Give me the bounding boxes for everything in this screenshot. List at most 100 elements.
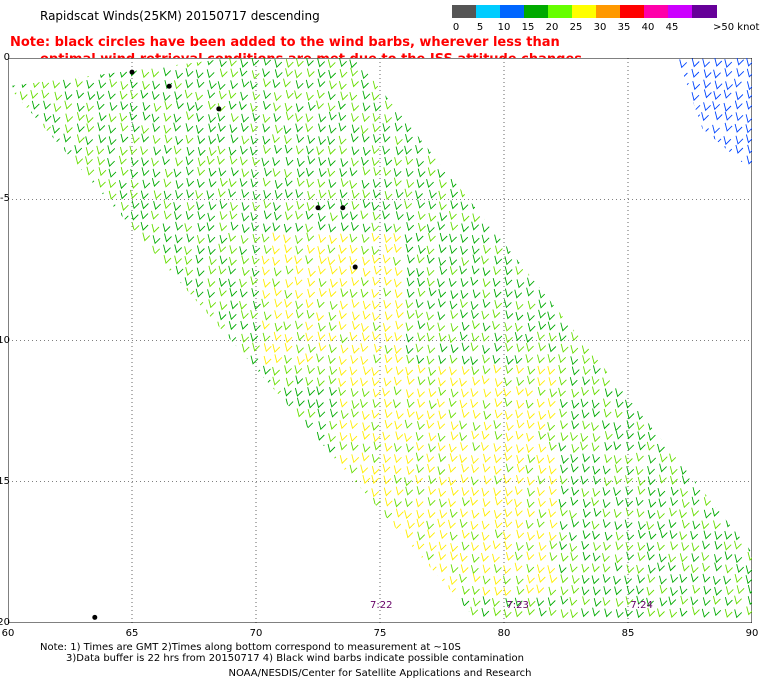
wind-barb: [426, 322, 435, 332]
wind-barb: [448, 463, 457, 473]
wind-barb: [570, 356, 579, 366]
wind-barb: [393, 278, 402, 288]
wind-barb: [426, 267, 435, 277]
wind-barb: [360, 288, 369, 298]
wind-barb: [438, 551, 447, 561]
wind-barb: [449, 256, 458, 266]
wind-barb: [373, 102, 382, 112]
wind-barb: [416, 442, 424, 452]
wind-barb: [459, 432, 468, 442]
wind-barb: [536, 564, 545, 574]
wind-barb: [494, 496, 503, 506]
wind-barb: [426, 355, 435, 365]
wind-barb: [592, 552, 601, 562]
wind-barb: [86, 123, 95, 133]
wind-barb: [736, 563, 745, 573]
wind-barb: [362, 422, 371, 432]
wind-barb: [670, 475, 678, 485]
wind-barb: [404, 123, 413, 133]
wind-barb: [295, 113, 303, 123]
wind-barb: [681, 499, 690, 509]
wind-barb: [53, 103, 62, 113]
wind-barb: [384, 100, 393, 110]
wind-barb: [306, 232, 315, 242]
wind-barb: [527, 531, 535, 541]
wind-barb: [580, 433, 589, 443]
wind-barb: [327, 59, 336, 69]
wind-barb: [251, 288, 260, 298]
wind-barb: [184, 89, 193, 99]
wind-barb: [448, 519, 456, 529]
wind-barb: [352, 321, 360, 331]
wind-barb: [615, 531, 624, 541]
wind-barb: [481, 430, 490, 440]
wind-barb: [294, 387, 303, 397]
wind-barb: [285, 156, 294, 166]
wind-barb: [712, 507, 720, 517]
wind-barb: [262, 114, 271, 124]
wind-barb: [206, 190, 215, 200]
wind-barb: [207, 100, 216, 110]
wind-barb: [263, 58, 272, 66]
wind-barb: [439, 498, 447, 508]
wind-barb: [294, 69, 303, 79]
wind-barb: [745, 575, 752, 585]
wind-barb: [274, 144, 282, 154]
wind-barb: [648, 530, 657, 540]
wind-barb: [504, 518, 513, 528]
wind-barb: [745, 114, 752, 124]
wind-barb: [284, 289, 293, 299]
wind-barb: [175, 265, 184, 275]
wind-barb: [384, 354, 393, 364]
wind-barb: [691, 58, 700, 68]
wind-barb: [394, 157, 402, 167]
wind-barb: [229, 58, 237, 67]
wind-barb: [470, 301, 479, 311]
wind-barb: [505, 422, 514, 432]
wind-barb: [272, 376, 281, 386]
wind-barb: [318, 234, 327, 244]
wind-barb: [393, 465, 402, 475]
wind-barb: [417, 168, 426, 178]
wind-barb: [482, 463, 491, 473]
wind-barb: [351, 408, 359, 418]
wind-barb: [371, 421, 380, 431]
wind-barb: [406, 466, 415, 476]
wind-barb: [349, 432, 358, 442]
wind-barb: [371, 254, 380, 264]
wind-barb: [317, 365, 326, 375]
wind-barb: [384, 497, 393, 507]
wind-barb: [141, 157, 149, 167]
wind-barb: [638, 521, 646, 531]
wind-barb: [296, 134, 305, 144]
wind-barb: [734, 78, 742, 88]
wind-barb: [692, 487, 701, 497]
wind-barb: [394, 112, 403, 122]
wind-barb: [295, 320, 303, 330]
wind-barb: [273, 102, 281, 112]
wind-barb: [272, 278, 280, 288]
wind-barb: [494, 519, 503, 529]
wind-barb: [272, 79, 281, 89]
wind-barb: [197, 135, 206, 145]
wind-barb: [527, 375, 535, 385]
wind-barb: [329, 301, 338, 311]
wind-barb: [284, 135, 292, 145]
wind-barb: [184, 255, 193, 265]
wind-barb: [570, 432, 578, 442]
wind-barb: [681, 562, 690, 572]
wind-barb: [318, 421, 327, 431]
wind-barb: [736, 58, 745, 66]
wind-barb: [527, 277, 535, 287]
wind-barb: [714, 540, 723, 550]
wind-barb: [723, 102, 732, 112]
wind-barb: [593, 597, 602, 607]
wind-barb: [394, 332, 403, 342]
wind-barb: [394, 136, 403, 146]
wind-barb: [538, 342, 547, 352]
wind-barb: [637, 574, 646, 584]
wind-barb: [723, 541, 732, 551]
wind-barb: [305, 321, 314, 331]
wind-barb: [361, 452, 370, 462]
wind-barb: [228, 232, 237, 242]
